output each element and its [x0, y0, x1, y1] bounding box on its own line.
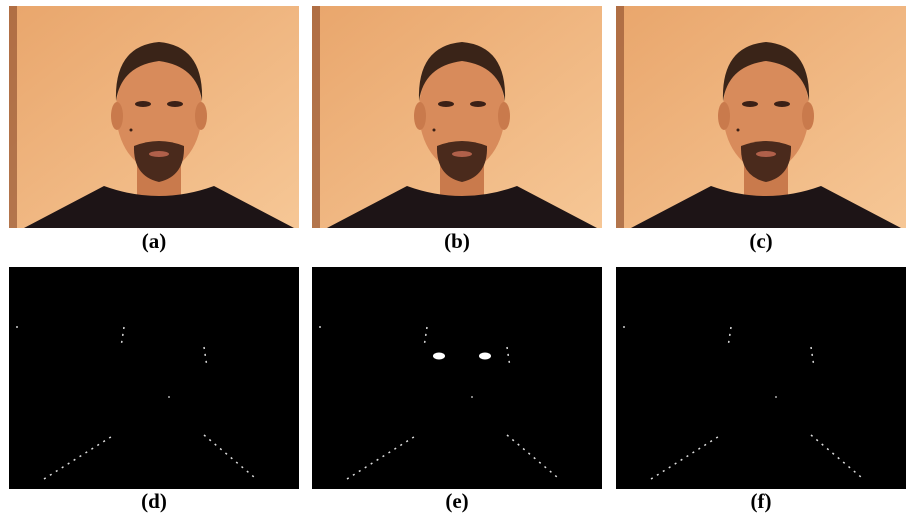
- panel-label: (e): [445, 489, 468, 513]
- panel-label: (c): [749, 229, 772, 253]
- difference-image: [312, 267, 602, 489]
- photo: [616, 6, 906, 228]
- photo: [312, 6, 602, 228]
- panel-label: (b): [444, 229, 470, 253]
- panel-label: (d): [141, 489, 167, 513]
- difference-image: [9, 267, 299, 489]
- figure: (a) (b) (c) (d) (e) (f): [0, 0, 907, 518]
- eye-blob: [479, 353, 491, 360]
- panel-label: (f): [751, 489, 772, 513]
- photo: [9, 6, 299, 228]
- eye-blob: [433, 353, 445, 360]
- difference-image: [616, 267, 906, 489]
- panel-label: (a): [142, 229, 167, 253]
